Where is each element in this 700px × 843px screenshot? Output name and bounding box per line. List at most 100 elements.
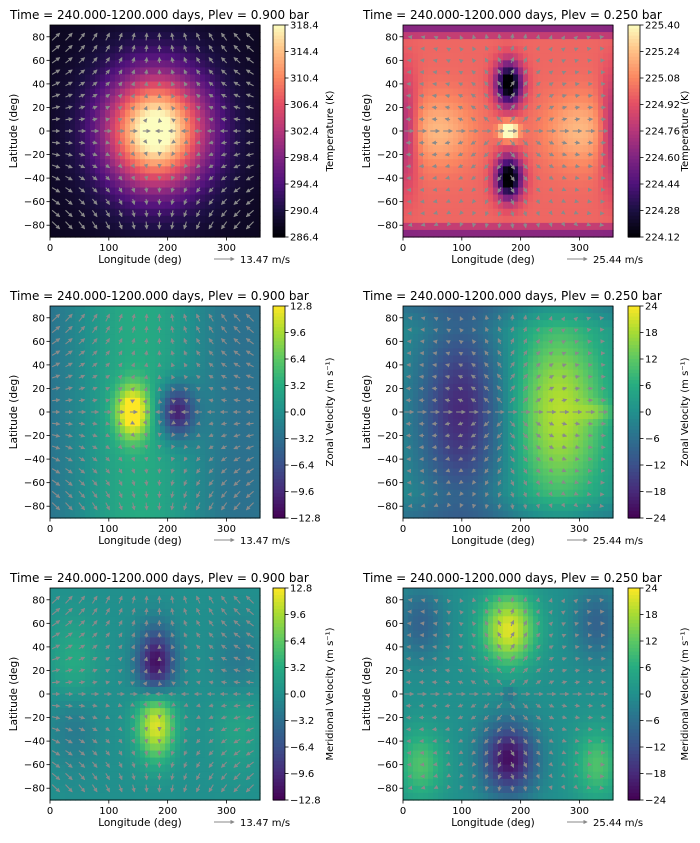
heatmap-cell — [150, 398, 156, 406]
heatmap-cell — [120, 391, 126, 399]
heatmap-cell — [433, 67, 439, 75]
heatmap-cell — [423, 230, 429, 238]
heatmap-cell — [403, 483, 409, 491]
heatmap-cell — [200, 103, 206, 111]
colorbar-segment — [628, 131, 640, 135]
wind-arrow — [146, 503, 147, 510]
heatmap-cell — [120, 341, 126, 349]
heatmap-cell — [195, 405, 201, 413]
heatmap-cell — [508, 96, 514, 104]
heatmap-cell — [185, 412, 191, 420]
heatmap-cell — [498, 195, 504, 203]
heatmap-cell — [448, 89, 454, 97]
heatmap-cell — [180, 131, 186, 139]
heatmap-cell — [423, 53, 429, 61]
heatmap-cell — [518, 152, 524, 160]
heatmap-cell — [573, 74, 579, 82]
heatmap-cell — [245, 145, 251, 153]
heatmap-cell — [125, 412, 131, 420]
heatmap-cell — [523, 159, 529, 167]
heatmap-cell — [150, 138, 156, 146]
heatmap-cell — [493, 124, 499, 132]
heatmap-cell — [90, 384, 96, 392]
heatmap-cell — [578, 67, 584, 75]
heatmap-cell — [75, 511, 81, 519]
heatmap-cell — [220, 405, 226, 413]
heatmap-cell — [245, 461, 251, 469]
heatmap-cell — [125, 419, 131, 427]
heatmap-cell — [120, 412, 126, 420]
colorbar-segment — [273, 355, 285, 359]
heatmap-cell — [215, 74, 221, 82]
heatmap-cell — [60, 209, 66, 217]
heatmap-cell — [413, 216, 419, 224]
heatmap-cell — [85, 39, 91, 47]
heatmap-cell — [105, 306, 111, 314]
heatmap-cell — [175, 188, 181, 196]
heatmap-cell — [468, 60, 474, 68]
heatmap-cell — [245, 405, 251, 413]
heatmap-cell — [90, 398, 96, 406]
heatmap-cell — [593, 82, 599, 90]
heatmap-cell — [90, 341, 96, 349]
heatmap-cell — [150, 188, 156, 196]
heatmap-cell — [563, 188, 569, 196]
heatmap-cell — [458, 202, 464, 210]
heatmap-cell — [553, 180, 559, 188]
heatmap-cell — [115, 306, 121, 314]
heatmap-cell — [100, 348, 106, 356]
heatmap-cell — [458, 173, 464, 181]
heatmap-cell — [478, 82, 484, 90]
colorbar-segment — [273, 120, 285, 124]
heatmap-cell — [95, 433, 101, 441]
heatmap-cell — [220, 39, 226, 47]
heatmap-cell — [448, 124, 454, 132]
wind-arrow — [146, 351, 147, 356]
heatmap-cell — [75, 166, 81, 174]
heatmap-cell — [175, 398, 181, 406]
heatmap-cell — [483, 74, 489, 82]
heatmap-cell — [200, 82, 206, 90]
heatmap-cell — [75, 370, 81, 378]
heatmap-cell — [488, 74, 494, 82]
heatmap-cell — [95, 511, 101, 519]
heatmap-cell — [160, 138, 166, 146]
heatmap-cell — [140, 152, 146, 160]
heatmap-cell — [463, 124, 469, 132]
heatmap-cell — [160, 32, 166, 40]
colorbar-segment — [273, 384, 285, 388]
heatmap-cell — [190, 230, 196, 238]
heatmap-cell — [125, 483, 131, 491]
heatmap-cell — [110, 60, 116, 68]
heatmap-cell — [548, 230, 554, 238]
heatmap-cell — [95, 454, 101, 462]
heatmap-cell — [135, 476, 141, 484]
heatmap-cell — [478, 117, 484, 125]
heatmap-cell — [558, 216, 564, 224]
heatmap-cell — [105, 433, 111, 441]
heatmap-cell — [60, 447, 66, 455]
heatmap-cell — [603, 96, 609, 104]
heatmap-cell — [578, 82, 584, 90]
heatmap-cell — [225, 145, 231, 153]
wind-arrow — [432, 154, 437, 155]
heatmap-cell — [150, 355, 156, 363]
heatmap-cell — [140, 89, 146, 97]
heatmap-cell — [165, 313, 171, 321]
heatmap-cell — [220, 306, 226, 314]
heatmap-cell — [568, 131, 574, 139]
heatmap-cell — [140, 138, 146, 146]
heatmap-cell — [468, 124, 474, 132]
heatmap-cell — [165, 195, 171, 203]
heatmap-cell — [245, 117, 251, 125]
heatmap-cell — [408, 110, 414, 118]
heatmap-cell — [578, 117, 584, 125]
wind-arrow — [432, 107, 437, 108]
heatmap-cell — [60, 497, 66, 505]
heatmap-cell — [85, 370, 91, 378]
heatmap-cell — [215, 313, 221, 321]
colorbar-segment — [273, 437, 285, 441]
heatmap-cell — [538, 230, 544, 238]
heatmap-cell — [528, 74, 534, 82]
heatmap-cell — [423, 138, 429, 146]
